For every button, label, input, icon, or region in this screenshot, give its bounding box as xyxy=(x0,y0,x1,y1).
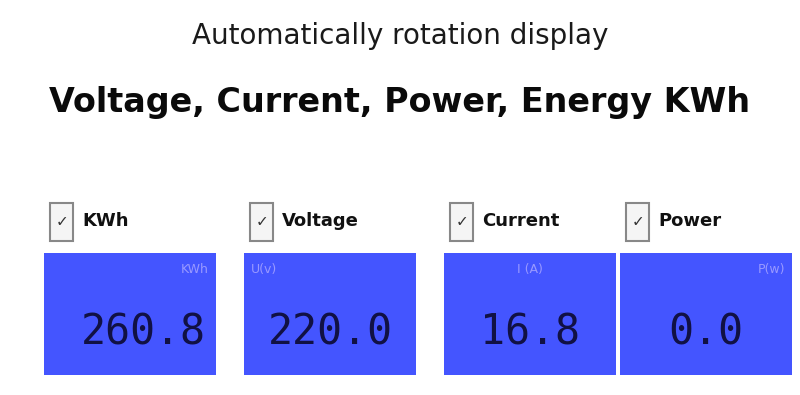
Text: 16.8: 16.8 xyxy=(480,311,580,354)
Text: Current: Current xyxy=(482,213,560,230)
Text: Automatically rotation display: Automatically rotation display xyxy=(192,22,608,49)
Text: ✓: ✓ xyxy=(455,214,468,229)
Text: I (A): I (A) xyxy=(517,263,543,276)
Text: ✓: ✓ xyxy=(631,214,644,229)
Text: Power: Power xyxy=(658,213,722,230)
Bar xyxy=(244,253,416,375)
Text: KWh: KWh xyxy=(182,263,209,276)
Bar xyxy=(450,203,473,241)
Text: P(w): P(w) xyxy=(758,263,785,276)
Text: 0.0: 0.0 xyxy=(669,311,743,354)
Text: KWh: KWh xyxy=(82,213,129,230)
Bar xyxy=(620,253,792,375)
Bar xyxy=(44,253,216,375)
Text: ✓: ✓ xyxy=(55,214,68,229)
Text: Voltage, Current, Power, Energy KWh: Voltage, Current, Power, Energy KWh xyxy=(50,86,750,119)
Bar xyxy=(250,203,273,241)
Text: ✓: ✓ xyxy=(255,214,268,229)
Bar xyxy=(626,203,649,241)
Text: Voltage: Voltage xyxy=(282,213,359,230)
Text: 220.0: 220.0 xyxy=(267,311,393,354)
Bar xyxy=(50,203,73,241)
Text: U(v): U(v) xyxy=(251,263,277,276)
Bar xyxy=(444,253,616,375)
Text: 260.8: 260.8 xyxy=(81,311,206,354)
